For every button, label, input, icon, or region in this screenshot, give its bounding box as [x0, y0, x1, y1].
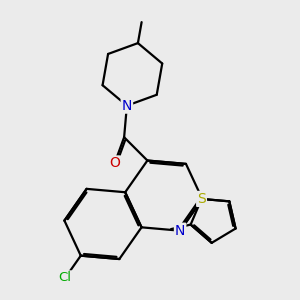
Text: Cl: Cl: [59, 272, 72, 284]
Text: O: O: [109, 157, 120, 170]
Text: N: N: [175, 224, 185, 238]
Text: N: N: [122, 99, 132, 112]
Text: S: S: [197, 192, 206, 206]
